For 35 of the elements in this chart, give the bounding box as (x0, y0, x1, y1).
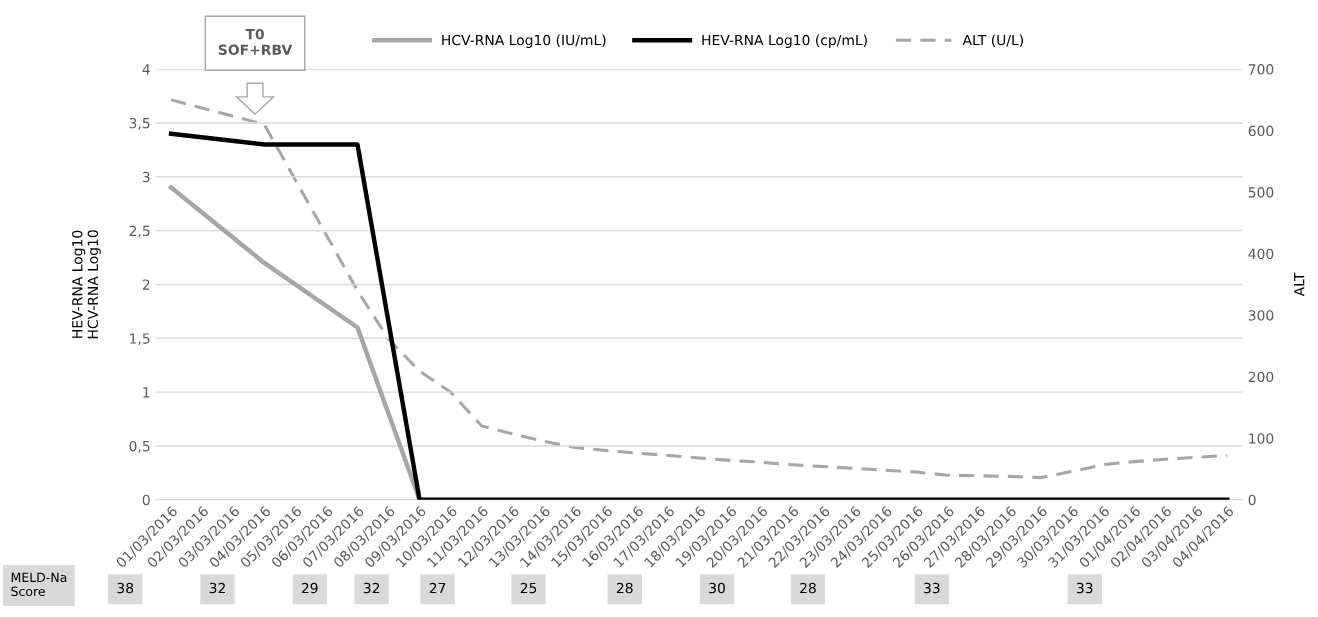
legend-label: ALT (U/L) (962, 34, 1023, 47)
y2-tick-label: 600 (1248, 125, 1274, 137)
text: 32 (363, 582, 380, 594)
text: 29 (301, 582, 318, 594)
text: 32 (209, 582, 225, 594)
y2-tick-label: 700 (1248, 64, 1274, 75)
y2-tick-label: 200 (1248, 371, 1274, 383)
text: T0 SOF+RBV (218, 28, 293, 55)
y-tick-label: 2,5 (129, 225, 150, 238)
text: 30 (709, 582, 725, 594)
text: 28 (800, 582, 816, 594)
y2-tick-label: 400 (1248, 248, 1274, 260)
text: MELD-Na Score (11, 572, 67, 597)
y2-tick-label: 100 (1249, 433, 1274, 444)
y-tick-label: 3,5 (129, 117, 150, 130)
y2-axis-title: ALT (1294, 272, 1305, 297)
y-tick-label: 2 (142, 279, 150, 290)
y-tick-label: 4 (142, 64, 150, 75)
y2-tick-label: 500 (1248, 187, 1274, 198)
text: 33 (924, 582, 940, 594)
text: 25 (520, 582, 537, 594)
text: 27 (429, 582, 446, 594)
y2-tick-label: 300 (1248, 310, 1274, 321)
y-tick-label: 3 (142, 171, 150, 183)
y-tick-label: 0 (142, 494, 150, 506)
text: 38 (117, 582, 134, 594)
y-tick-label: 1,5 (130, 333, 150, 346)
legend-label: HCV-RNA Log10 (IU/mL) (442, 34, 606, 48)
text: 28 (616, 582, 633, 594)
legend-label: HEV-RNA Log10 (cp/mL) (702, 34, 867, 48)
text: 33 (1076, 582, 1093, 594)
y-axis-title: HEV-RNA Log10 HCV-RNA Log10 (72, 230, 101, 339)
y2-tick-label: 0 (1248, 494, 1256, 506)
y-tick-label: 1 (143, 387, 150, 398)
y-tick-label: 0,5 (129, 440, 150, 453)
